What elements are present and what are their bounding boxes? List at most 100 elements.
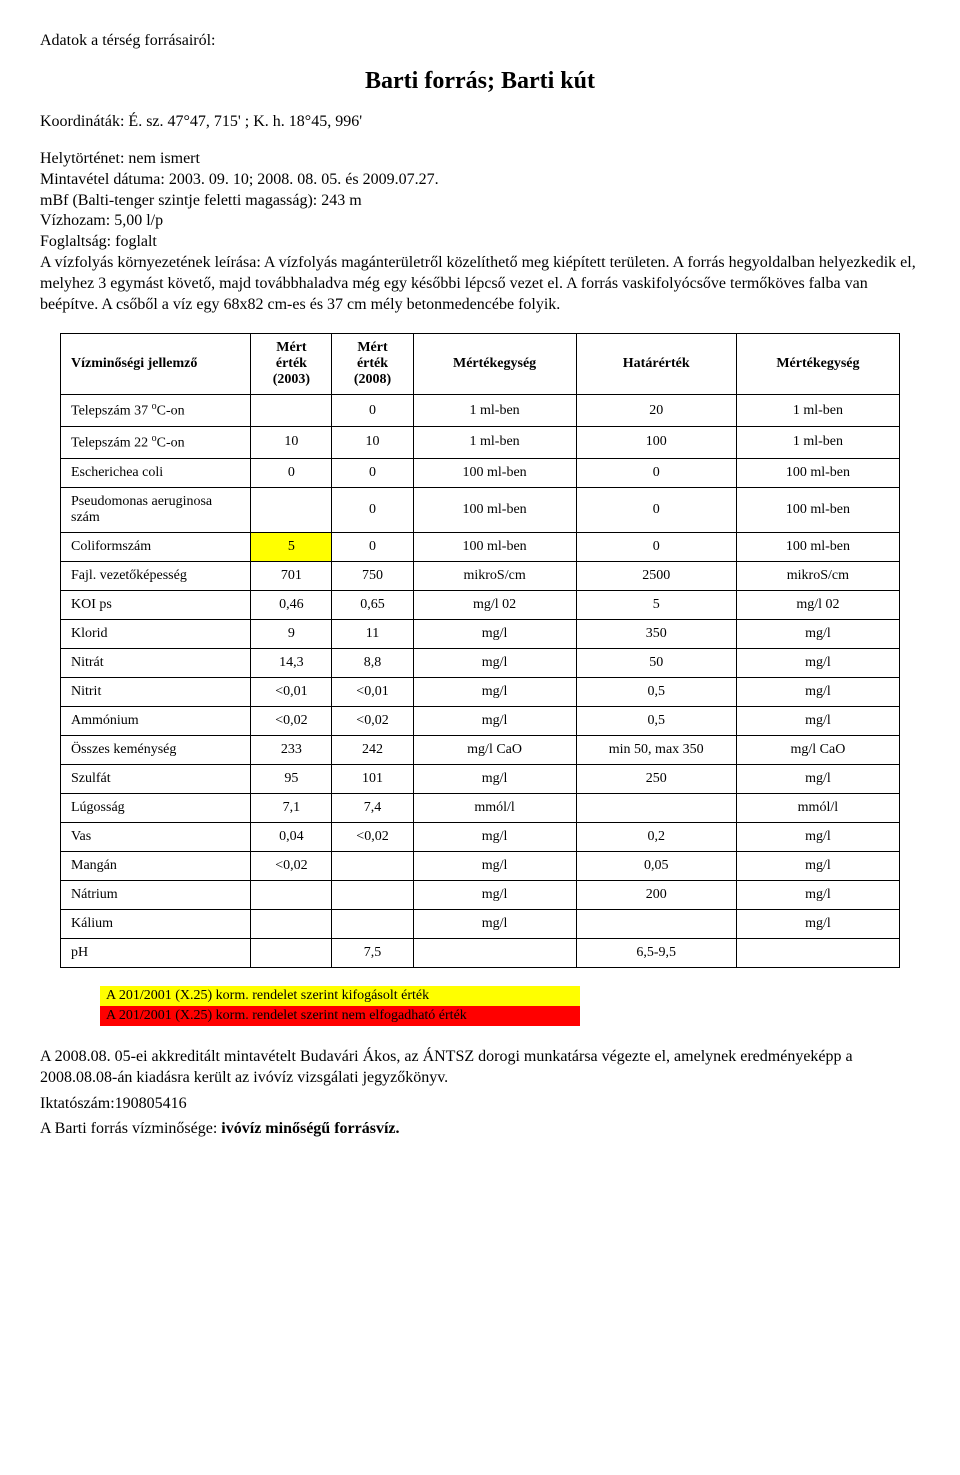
table-cell: mikroS/cm — [413, 561, 576, 590]
table-cell: mg/l — [736, 648, 899, 677]
table-cell: 242 — [332, 735, 413, 764]
table-column-header: Mértékegység — [736, 334, 899, 395]
table-cell: 11 — [332, 619, 413, 648]
table-cell: mg/l — [736, 706, 899, 735]
table-cell: 1 ml-ben — [736, 427, 899, 459]
table-cell: 7,1 — [251, 793, 332, 822]
table-row: Pseudomonas aeruginosa szám0100 ml-ben01… — [61, 487, 900, 532]
table-row-label: Fajl. vezetőképesség — [61, 561, 251, 590]
table-cell: mg/l — [413, 822, 576, 851]
table-cell: <0,02 — [251, 851, 332, 880]
table-cell: mg/l — [736, 880, 899, 909]
table-cell: 0,2 — [576, 822, 736, 851]
table-cell — [251, 909, 332, 938]
table-cell — [332, 880, 413, 909]
table-cell: 0,46 — [251, 590, 332, 619]
table-cell: 1 ml-ben — [413, 427, 576, 459]
table-cell — [332, 909, 413, 938]
table-row-label: Escherichea coli — [61, 458, 251, 487]
table-cell: 0 — [332, 487, 413, 532]
table-cell: mg/l — [736, 822, 899, 851]
table-cell: mg/l — [413, 880, 576, 909]
table-row-label: Mangán — [61, 851, 251, 880]
table-row: Telepszám 22 oC-on10101 ml-ben1001 ml-be… — [61, 427, 900, 459]
table-cell: mg/l 02 — [736, 590, 899, 619]
closing-line-1: A 2008.08. 05-ei akkreditált mintavételt… — [40, 1046, 920, 1089]
table-row: Kálium mg/l mg/l — [61, 909, 900, 938]
table-cell: 7,5 — [332, 938, 413, 967]
table-column-header: Mért érték (2003) — [251, 334, 332, 395]
table-row: Összes keménység233242mg/l CaOmin 50, ma… — [61, 735, 900, 764]
closing-line-3a: A Barti forrás vízminősége: — [40, 1120, 221, 1137]
table-row: Fajl. vezetőképesség701750mikroS/cm2500m… — [61, 561, 900, 590]
desc-line-5: Foglaltság: foglalt — [40, 233, 157, 250]
table-row-label: Ammónium — [61, 706, 251, 735]
table-cell — [736, 938, 899, 967]
table-cell: 0 — [576, 532, 736, 561]
table-row: Mangán<0,02mg/l0,05mg/l — [61, 851, 900, 880]
table-cell: mg/l — [413, 677, 576, 706]
table-cell: mg/l — [413, 851, 576, 880]
table-row: Ammónium<0,02<0,02mg/l0,5mg/l — [61, 706, 900, 735]
table-column-header: Határérték — [576, 334, 736, 395]
description-block: Helytörténet: nem ismert Mintavétel dátu… — [40, 149, 920, 315]
table-cell: mg/l — [413, 706, 576, 735]
table-row: Telepszám 37 oC-on01 ml-ben201 ml-ben — [61, 395, 900, 427]
table-row-label: Kálium — [61, 909, 251, 938]
table-cell: 1 ml-ben — [413, 395, 576, 427]
intro-text: Adatok a térség forrásairól: — [40, 32, 920, 50]
desc-line-1: Helytörténet: nem ismert — [40, 150, 200, 167]
table-cell: 0,65 — [332, 590, 413, 619]
legend-block: A 201/2001 (X.25) korm. rendelet szerint… — [100, 986, 580, 1026]
table-cell: 10 — [251, 427, 332, 459]
closing-line-3: A Barti forrás vízminősége: ivóvíz minős… — [40, 1118, 920, 1140]
closing-line-2: Iktatószám:190805416 — [40, 1093, 920, 1115]
table-cell: 100 ml-ben — [413, 532, 576, 561]
table-cell: 10 — [332, 427, 413, 459]
table-cell: mmól/l — [413, 793, 576, 822]
table-cell: 750 — [332, 561, 413, 590]
table-cell: 100 ml-ben — [736, 458, 899, 487]
table-row: pH7,56,5-9,5 — [61, 938, 900, 967]
table-row-label: Telepszám 37 oC-on — [61, 395, 251, 427]
table-cell: 50 — [576, 648, 736, 677]
table-cell: 7,4 — [332, 793, 413, 822]
table-cell — [251, 487, 332, 532]
table-row: Szulfát95101mg/l250mg/l — [61, 764, 900, 793]
table-cell: mikroS/cm — [736, 561, 899, 590]
table-cell: 101 — [332, 764, 413, 793]
table-cell: mg/l — [413, 619, 576, 648]
table-cell: 0,05 — [576, 851, 736, 880]
table-row-label: Lúgosság — [61, 793, 251, 822]
table-cell: <0,02 — [332, 822, 413, 851]
table-cell: 0 — [576, 487, 736, 532]
table-row-label: Vas — [61, 822, 251, 851]
table-cell: mg/l — [413, 909, 576, 938]
desc-line-3: mBf (Balti-tenger szintje feletti magass… — [40, 192, 362, 209]
table-row: Nátriummg/l200mg/l — [61, 880, 900, 909]
table-row-label: Szulfát — [61, 764, 251, 793]
table-row-label: Coliformszám — [61, 532, 251, 561]
desc-line-6: A vízfolyás környezetének leírása: A víz… — [40, 254, 916, 313]
table-cell: 9 — [251, 619, 332, 648]
table-cell — [576, 909, 736, 938]
table-cell: <0,01 — [332, 677, 413, 706]
table-cell: 0 — [332, 458, 413, 487]
table-column-header: Mértékegység — [413, 334, 576, 395]
table-row: Nitrát14,38,8mg/l50mg/l — [61, 648, 900, 677]
table-header-row: Vízminőségi jellemzőMért érték (2003)Mér… — [61, 334, 900, 395]
table-cell: 701 — [251, 561, 332, 590]
table-row-label: Klorid — [61, 619, 251, 648]
coordinates: Koordináták: É. sz. 47°47, 715' ; K. h. … — [40, 113, 920, 131]
table-cell: 233 — [251, 735, 332, 764]
table-cell: 100 ml-ben — [736, 532, 899, 561]
table-cell: mg/l — [736, 909, 899, 938]
table-row: Nitrit<0,01<0,01mg/l0,5mg/l — [61, 677, 900, 706]
table-cell: 20 — [576, 395, 736, 427]
water-quality-table: Vízminőségi jellemzőMért érték (2003)Mér… — [60, 333, 900, 967]
table-cell: 0,5 — [576, 677, 736, 706]
table-row: Lúgosság7,17,4mmól/lmmól/l — [61, 793, 900, 822]
page-title: Barti forrás; Barti kút — [40, 68, 920, 95]
table-cell: 5 — [251, 532, 332, 561]
legend-yellow: A 201/2001 (X.25) korm. rendelet szerint… — [100, 986, 580, 1006]
